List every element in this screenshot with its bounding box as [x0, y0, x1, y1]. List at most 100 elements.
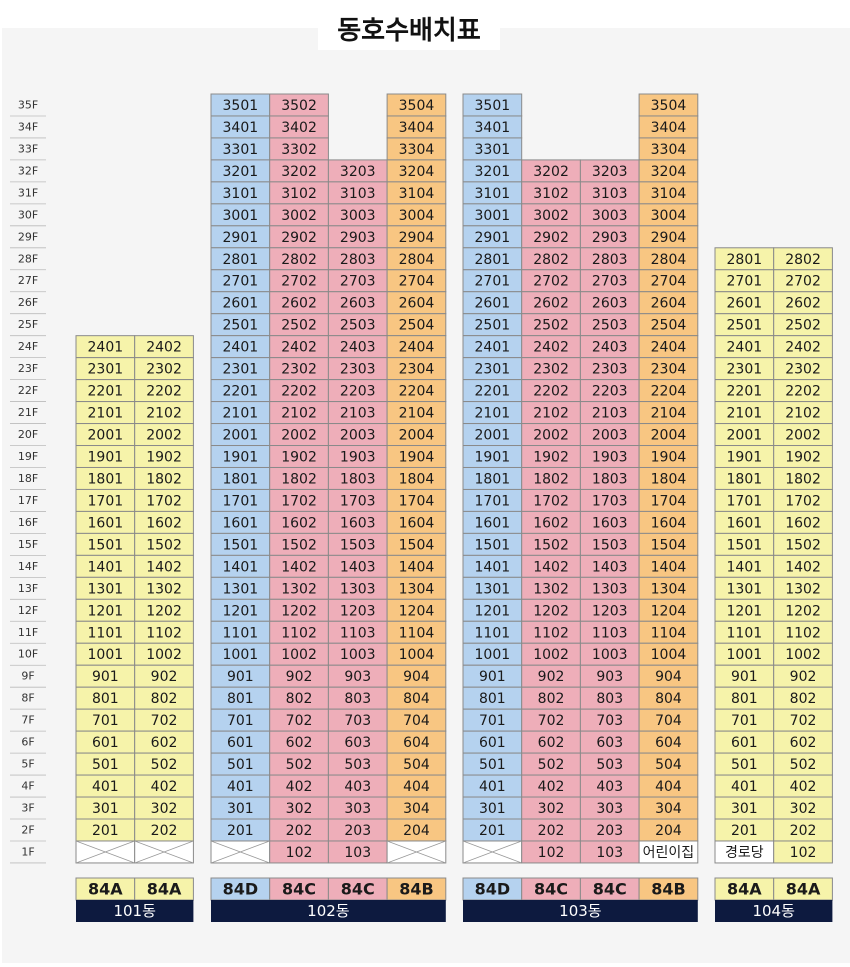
- unit-label: 702: [151, 713, 178, 729]
- unit-label: 1802: [533, 471, 569, 487]
- unit-label: 3502: [281, 98, 317, 114]
- unit-label: 704: [655, 713, 682, 729]
- unit-label: 2604: [399, 296, 435, 312]
- unit-label: 2402: [281, 340, 317, 356]
- unit-label: 1801: [727, 471, 763, 487]
- floor-label: 26F: [18, 296, 38, 309]
- unit-label: 2403: [592, 340, 628, 356]
- unit-label: 1603: [592, 515, 628, 531]
- unit-label: 502: [790, 757, 817, 773]
- building-bar: [463, 900, 698, 922]
- floor-label: 25F: [18, 318, 38, 331]
- unit-label: 2404: [651, 340, 687, 356]
- unit-label: 601: [92, 735, 119, 751]
- unit-label: 1102: [146, 625, 182, 641]
- floor-label: 11F: [18, 626, 38, 639]
- unit-label: 2501: [223, 318, 259, 334]
- unit-label: 1302: [281, 581, 317, 597]
- unit-label: 504: [403, 757, 430, 773]
- unit-label: 3003: [592, 208, 628, 224]
- floor-label: 3F: [21, 802, 34, 815]
- floor-label: 21F: [18, 406, 38, 419]
- unit-label: 1201: [475, 603, 511, 619]
- unit-label: 1101: [475, 625, 511, 641]
- unit-label: 1802: [146, 471, 182, 487]
- unit-label: 1302: [146, 581, 182, 597]
- unit-label: 2502: [281, 318, 317, 334]
- unit-label: 2302: [785, 362, 821, 378]
- unit-label: 1902: [533, 450, 569, 466]
- unit-label: 경로당: [725, 845, 764, 861]
- unit-label: 2203: [340, 384, 376, 400]
- unit-label: 103: [344, 845, 371, 861]
- unit-label: 2701: [475, 274, 511, 290]
- unit-label: 1103: [592, 625, 628, 641]
- unit-label: 901: [731, 669, 758, 685]
- floor-label: 9F: [21, 670, 34, 683]
- unit-label: 1902: [146, 450, 182, 466]
- unit-label: 2401: [223, 340, 259, 356]
- unit-label: 901: [479, 669, 506, 685]
- unit-label: 2102: [785, 406, 821, 422]
- unit-label: 904: [403, 669, 430, 685]
- floor-label: 35F: [18, 98, 38, 111]
- unit-label: 203: [344, 823, 371, 839]
- floor-label: 4F: [21, 780, 34, 793]
- unit-label: 2401: [475, 340, 511, 356]
- unit-label: 601: [731, 735, 758, 751]
- unit-label: 3401: [475, 120, 511, 136]
- unit-label: 602: [538, 735, 565, 751]
- unit-label: 1404: [651, 559, 687, 575]
- unit-label: 2301: [223, 362, 259, 378]
- unit-label: 1401: [727, 559, 763, 575]
- unit-label: 202: [538, 823, 565, 839]
- unit-label: 3002: [533, 208, 569, 224]
- unit-cell: [638, 840, 699, 864]
- unit-label: 501: [227, 757, 254, 773]
- floor-label: 29F: [18, 230, 38, 243]
- floor-label: 6F: [21, 736, 34, 749]
- unit-label: 2702: [281, 274, 317, 290]
- unit-label: 301: [92, 801, 119, 817]
- unit-label: 어린이집: [643, 845, 695, 861]
- unit-label: 901: [92, 669, 119, 685]
- unit-label: 2001: [223, 428, 259, 444]
- unit-label: 401: [479, 779, 506, 795]
- unit-label: 1301: [475, 581, 511, 597]
- unit-label: 402: [790, 779, 817, 795]
- unit-label: 701: [227, 713, 254, 729]
- unit-label: 1004: [399, 647, 435, 663]
- unit-label: 1201: [88, 603, 124, 619]
- unit-label: 2501: [727, 318, 763, 334]
- floor-label: 30F: [18, 208, 38, 221]
- unit-label: 2303: [592, 362, 628, 378]
- unit-label: 1502: [281, 537, 317, 553]
- unit-label: 2802: [533, 252, 569, 268]
- unit-label: 1602: [785, 515, 821, 531]
- unit-label: 1903: [592, 450, 628, 466]
- unit-label: 1204: [399, 603, 435, 619]
- unit-label: 1002: [785, 647, 821, 663]
- unit-label: 1702: [146, 493, 182, 509]
- unit-label: 1902: [281, 450, 317, 466]
- unit-label: 3202: [533, 164, 569, 180]
- unit-label: 1201: [727, 603, 763, 619]
- floor-label: 17F: [18, 494, 38, 507]
- unit-label: 2803: [340, 252, 376, 268]
- unit-label: 2201: [727, 384, 763, 400]
- unit-label: 3004: [651, 208, 687, 224]
- type-label: 84C: [593, 880, 627, 899]
- cross: [386, 840, 446, 864]
- unit-label: 902: [286, 669, 313, 685]
- unit-label: 2301: [727, 362, 763, 378]
- unit-label: 501: [479, 757, 506, 773]
- unit-label: 702: [538, 713, 565, 729]
- unit-label: 703: [596, 713, 623, 729]
- unit-label: 2201: [223, 384, 259, 400]
- unit-label: 801: [227, 691, 254, 707]
- floor-label: 27F: [18, 274, 38, 287]
- unit-label: 1001: [88, 647, 124, 663]
- unit-label: 902: [538, 669, 565, 685]
- unit-label: 3001: [223, 208, 259, 224]
- unit-label: 1203: [592, 603, 628, 619]
